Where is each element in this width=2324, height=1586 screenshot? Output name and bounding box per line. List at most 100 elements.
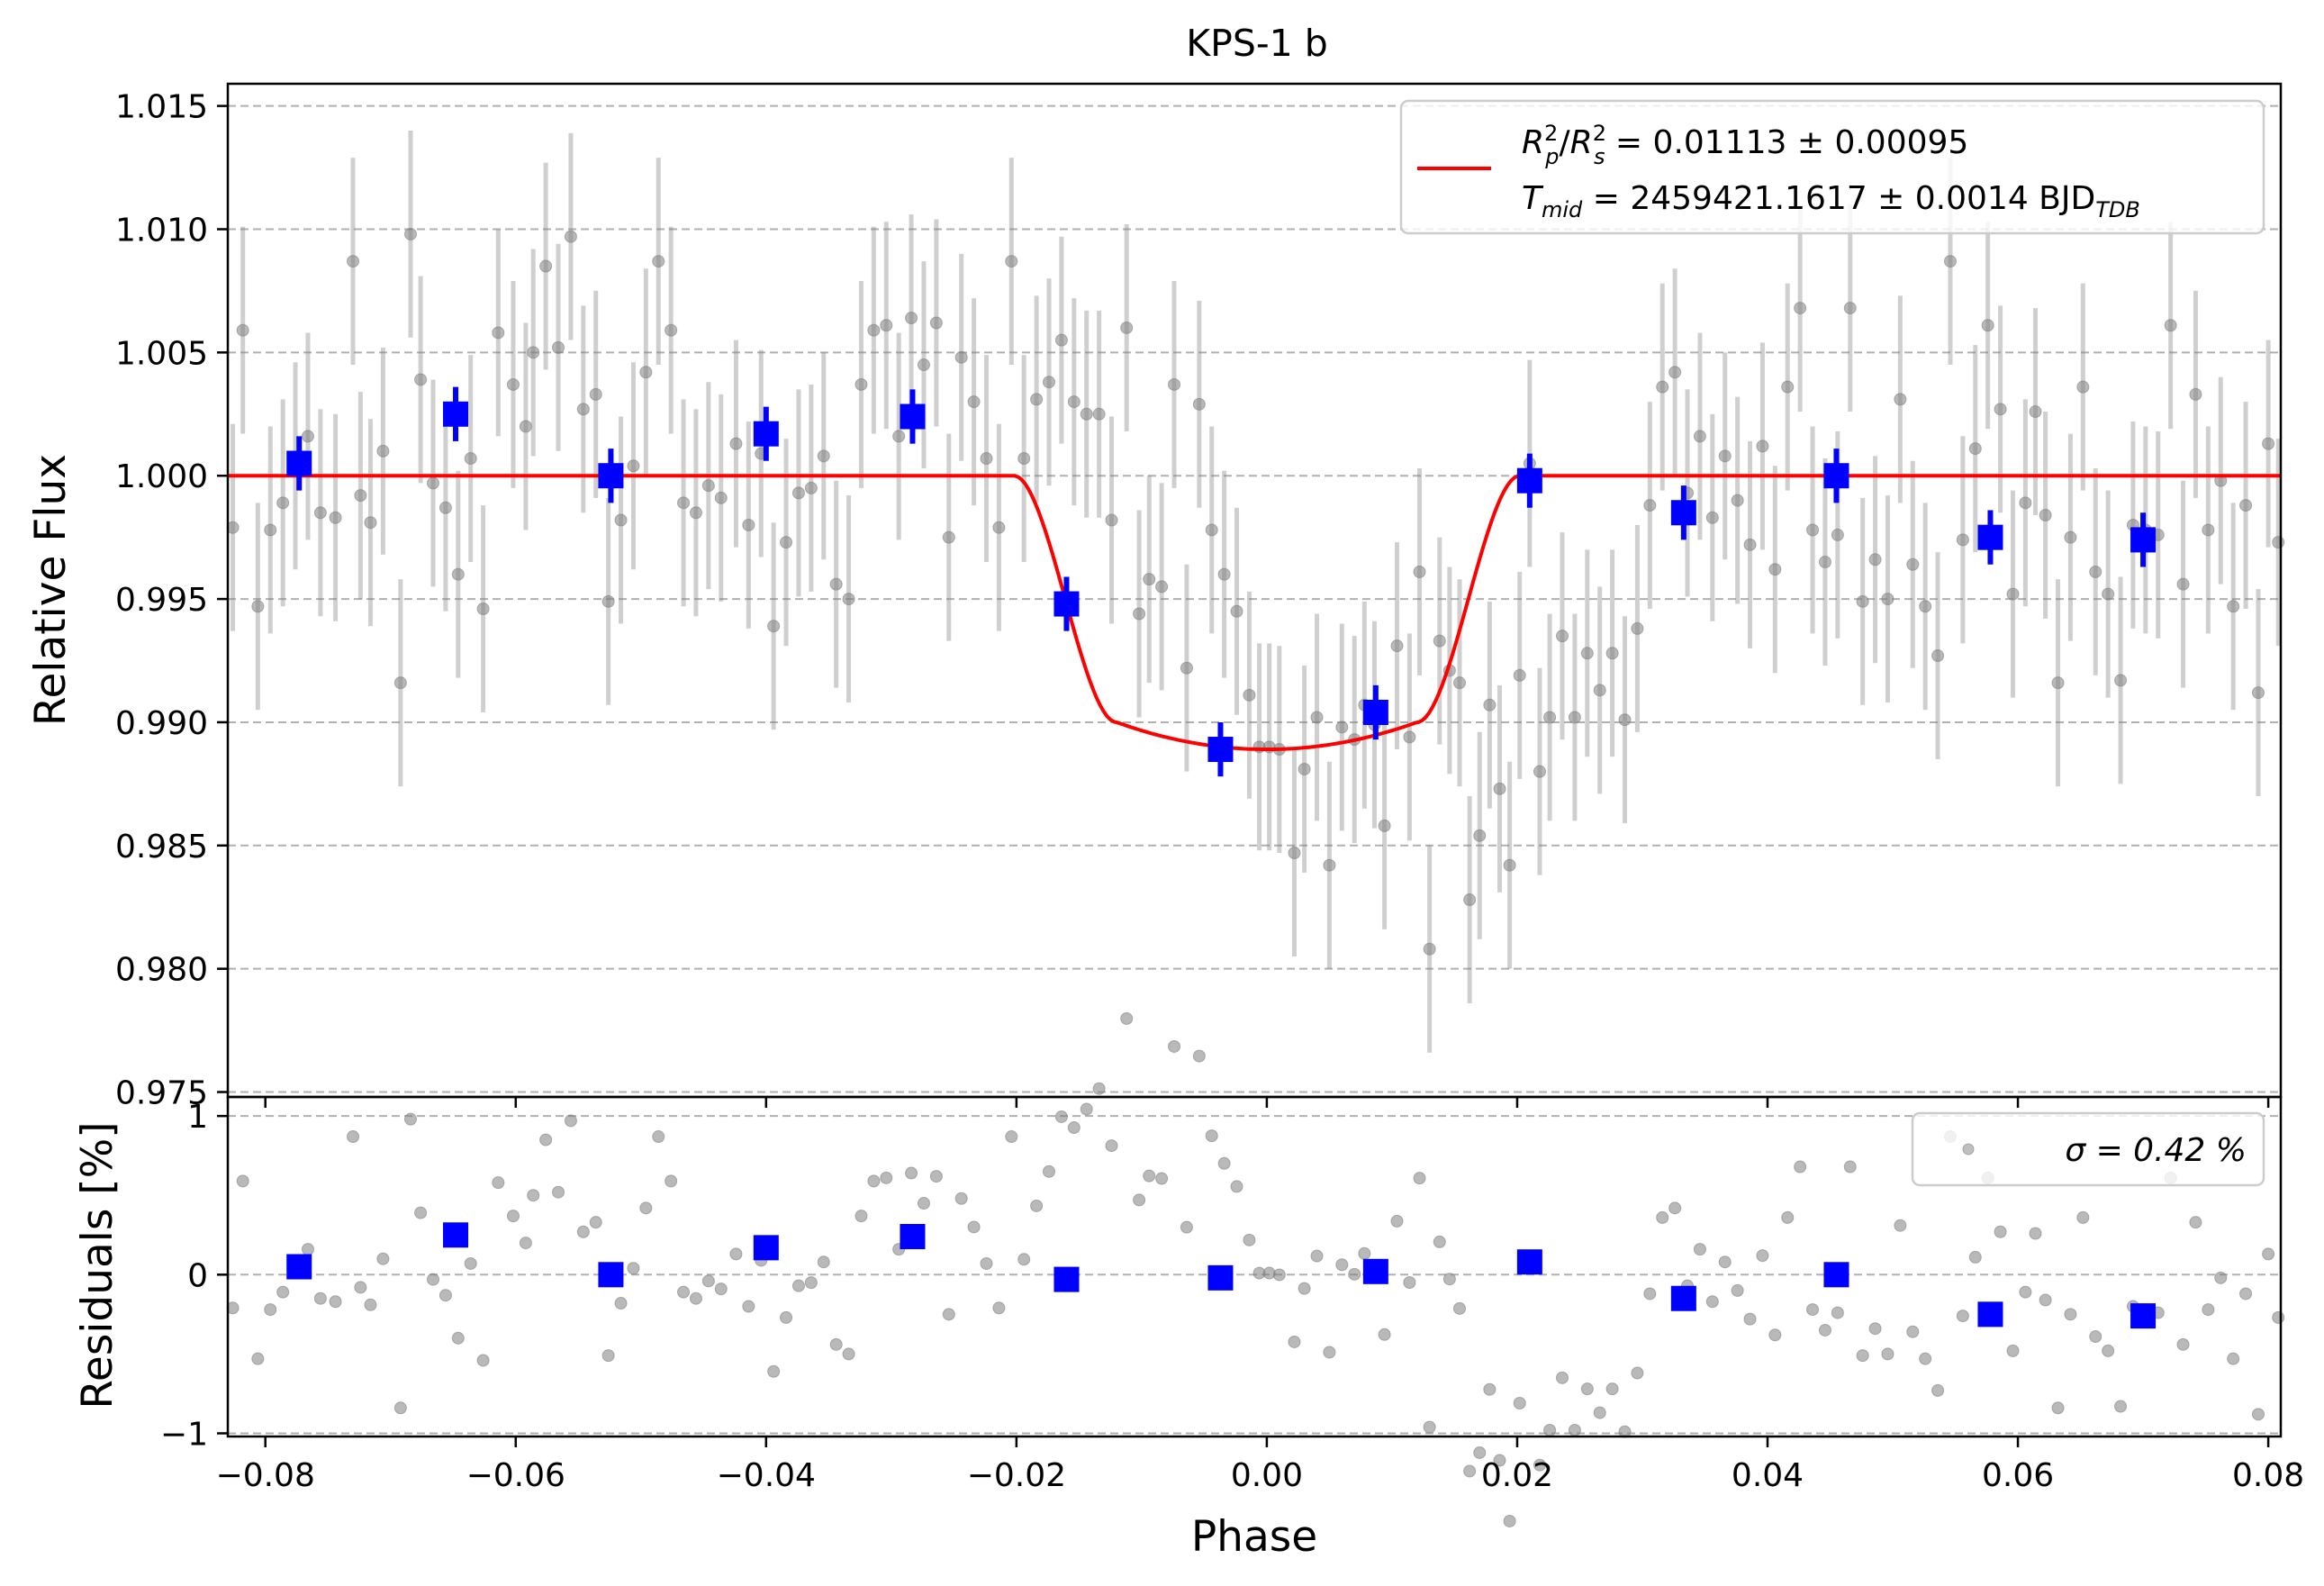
residual-raw-point xyxy=(1493,1454,1506,1467)
raw-point xyxy=(2051,676,2065,690)
residual-raw-point xyxy=(1230,1180,1243,1193)
residual-raw-point xyxy=(1705,1295,1719,1309)
residual-raw-point xyxy=(2214,1271,2228,1284)
raw-point xyxy=(804,481,818,494)
raw-point xyxy=(1543,711,1557,724)
residual-raw-point xyxy=(1192,1049,1206,1063)
raw-point xyxy=(347,255,360,268)
residual-raw-point xyxy=(1272,1268,1286,1282)
residual-raw-point xyxy=(1390,1214,1404,1228)
residuals-panel: −1 0 1 −0.08 −0.06 −0.04 −0.02 0.00 0.02 0.04 0.0… xyxy=(73,1011,2304,1562)
binned-point xyxy=(1670,500,1696,526)
raw-point xyxy=(1981,319,1994,332)
residual-raw-point xyxy=(539,1133,553,1146)
raw-point xyxy=(2251,686,2265,700)
raw-point xyxy=(1017,452,1031,466)
binned-point xyxy=(1207,737,1234,763)
raw-point xyxy=(1693,430,1706,443)
residual-raw-point xyxy=(1133,1193,1146,1207)
raw-point xyxy=(1243,688,1256,702)
raw-point xyxy=(1310,711,1324,724)
residual-raw-point xyxy=(576,1225,590,1238)
raw-point xyxy=(276,496,290,510)
raw-point xyxy=(1413,565,1426,578)
raw-point xyxy=(1781,380,1795,394)
residual-raw-point xyxy=(1143,1169,1156,1183)
residual-plot-frame xyxy=(226,1095,2283,1438)
raw-point xyxy=(917,358,930,372)
residual-raw-point xyxy=(601,1349,615,1363)
residual-binned-point xyxy=(1207,1264,1234,1291)
residual-raw-point xyxy=(1298,1282,1311,1295)
residual-raw-point xyxy=(1881,1347,1894,1361)
raw-point xyxy=(967,395,981,409)
raw-point xyxy=(2006,587,2020,601)
residual-raw-point xyxy=(492,1176,505,1190)
raw-point xyxy=(714,491,728,504)
residual-raw-point xyxy=(1868,1322,1882,1336)
residual-x-axis: −0.08 −0.06 −0.04 −0.02 0.00 0.02 0.04 0.06 0.08 xyxy=(216,1436,2304,1494)
raw-point xyxy=(476,603,490,616)
binned-point xyxy=(598,463,624,489)
raw-point xyxy=(1919,600,1932,613)
residual-raw-point xyxy=(665,1174,678,1188)
raw-point xyxy=(1906,557,1920,571)
raw-point xyxy=(1794,302,1807,315)
raw-point xyxy=(564,230,577,243)
raw-point xyxy=(1143,573,1156,586)
raw-point xyxy=(652,255,665,268)
residual-raw-point xyxy=(652,1130,665,1144)
raw-point xyxy=(1180,661,1193,675)
raw-point xyxy=(1433,634,1446,648)
residual-raw-point xyxy=(2176,1337,2190,1351)
residual-binned-point xyxy=(1053,1266,1080,1292)
residual-raw-point xyxy=(1005,1130,1018,1144)
raw-point xyxy=(264,523,277,537)
residual-binned-points xyxy=(286,1222,2157,1329)
residual-raw-point xyxy=(2272,1310,2285,1324)
raw-point xyxy=(1463,893,1477,907)
raw-point xyxy=(1656,380,1669,394)
residual-raw-point xyxy=(780,1310,793,1324)
raw-point xyxy=(301,430,314,443)
raw-point xyxy=(1533,765,1546,778)
raw-point xyxy=(729,437,743,450)
residual-raw-point xyxy=(1843,1160,1857,1174)
legend-residual-marker xyxy=(1962,1143,1975,1156)
x-tick-label: −0.04 xyxy=(717,1457,816,1494)
x-tick-label: 0.02 xyxy=(1481,1457,1553,1494)
residual-raw-point xyxy=(1656,1210,1669,1224)
raw-point xyxy=(2102,587,2115,601)
raw-point xyxy=(1968,442,1982,456)
raw-point xyxy=(2029,405,2042,419)
legend-sigma-text: σ = 0.42 % xyxy=(2065,1132,2247,1169)
raw-point xyxy=(817,449,830,463)
residual-raw-point xyxy=(1768,1328,1782,1342)
raw-point xyxy=(2076,380,2090,394)
residual-raw-point xyxy=(2227,1352,2240,1365)
residual-raw-point xyxy=(867,1174,881,1188)
residual-raw-point xyxy=(689,1291,702,1305)
raw-point xyxy=(1192,397,1206,411)
raw-point xyxy=(1831,528,1844,541)
residual-raw-point xyxy=(2189,1216,2202,1229)
raw-point xyxy=(527,346,540,359)
raw-point xyxy=(589,387,602,401)
residual-raw-point xyxy=(1168,1039,1181,1053)
residual-raw-point xyxy=(313,1291,327,1305)
raw-point xyxy=(1323,858,1336,872)
main-legend: R2 p/R2 s = 0.01113 ± 0.00095 Tmid = 24594… xyxy=(1399,99,2265,235)
raw-point xyxy=(1043,376,1055,389)
residual-binned-point xyxy=(1670,1285,1696,1311)
raw-point xyxy=(1894,393,1907,406)
raw-point xyxy=(492,326,505,340)
raw-point xyxy=(451,567,465,581)
residual-raw-point xyxy=(929,1170,943,1183)
residual-binned-point xyxy=(1362,1258,1388,1284)
raw-point xyxy=(905,312,918,325)
raw-point xyxy=(1856,594,1869,608)
raw-point xyxy=(2164,319,2177,332)
raw-point xyxy=(791,486,805,500)
raw-point xyxy=(2272,536,2285,549)
raw-point xyxy=(855,377,868,391)
